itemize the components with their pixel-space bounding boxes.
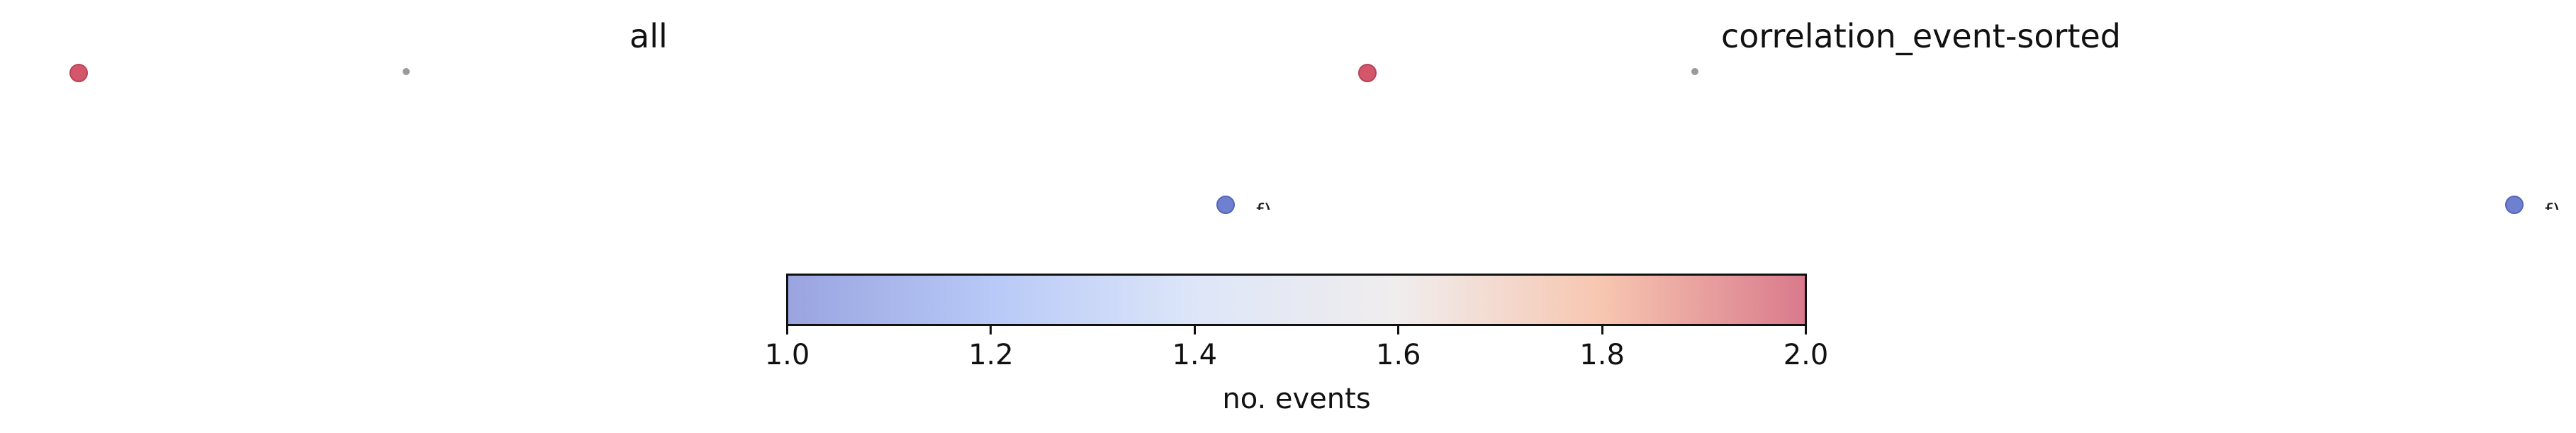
colorbar-label: no. events bbox=[1222, 383, 1371, 415]
colorbar-tick-2 bbox=[1193, 326, 1196, 334]
colorbar-gradient bbox=[786, 274, 1807, 326]
node-grey-correlation bbox=[1691, 68, 1698, 75]
colorbar-tick-3 bbox=[1397, 326, 1400, 334]
node-blue-all bbox=[1216, 196, 1235, 214]
node-blue-correlation bbox=[2505, 196, 2524, 214]
colorbar-tick-5 bbox=[1805, 326, 1807, 334]
colorbar-tick-label-2: 1.4 bbox=[1172, 339, 1218, 371]
panel-title-correlation: correlation_event-sorted bbox=[1721, 17, 2121, 55]
clipped-label-all: f) bbox=[1256, 200, 1272, 210]
colorbar-tick-label-3: 1.6 bbox=[1375, 339, 1421, 371]
colorbar-tick-label-0: 1.0 bbox=[764, 339, 810, 371]
panel-title-all: all bbox=[629, 17, 668, 55]
node-red-all bbox=[69, 64, 88, 82]
colorbar-tick-4 bbox=[1601, 326, 1603, 334]
node-red-correlation bbox=[1358, 64, 1377, 82]
colorbar-tick-1 bbox=[990, 326, 992, 334]
colorbar-tick-label-5: 2.0 bbox=[1783, 339, 1829, 371]
colorbar-tick-label-4: 1.8 bbox=[1579, 339, 1625, 371]
node-grey-all bbox=[403, 68, 410, 75]
colorbar-tick-0 bbox=[786, 326, 788, 334]
colorbar-tick-label-1: 1.2 bbox=[968, 339, 1014, 371]
clipped-label-correlation: f) bbox=[2545, 200, 2560, 210]
